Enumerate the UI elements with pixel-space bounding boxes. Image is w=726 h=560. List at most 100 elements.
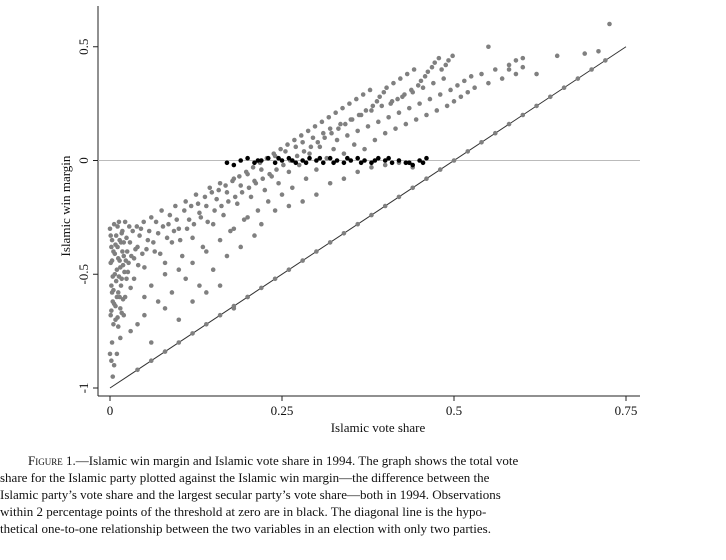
- data-point-black: [341, 160, 347, 166]
- data-point-gray: [603, 58, 608, 63]
- data-point-gray: [272, 208, 278, 213]
- scatter-figure: 0 0.25 0.5 0.75 -1 -0.5 0 0.5 Islamic vote sha…: [58, 6, 640, 435]
- data-point-gray: [216, 187, 222, 193]
- data-point-gray: [124, 249, 130, 254]
- data-point-gray: [200, 244, 206, 250]
- data-point-gray: [312, 124, 318, 129]
- data-point-gray: [245, 215, 250, 220]
- data-point-gray: [468, 74, 474, 79]
- data-point-gray: [128, 328, 133, 334]
- data-point-gray: [109, 358, 114, 364]
- data-point-gray: [144, 246, 149, 252]
- data-point-gray: [115, 290, 121, 295]
- data-point-gray: [424, 176, 429, 181]
- data-point-gray: [182, 208, 187, 213]
- data-point-gray: [231, 226, 237, 232]
- data-point-gray: [209, 190, 215, 195]
- data-point-gray: [293, 144, 299, 150]
- data-point-gray: [176, 267, 182, 273]
- figure-caption: Figure 1.—Islamic win margin and Islamic…: [0, 452, 726, 537]
- data-point-gray: [217, 312, 223, 318]
- data-point-black: [386, 155, 391, 161]
- data-point-gray: [341, 231, 347, 236]
- data-point-gray: [329, 130, 334, 136]
- data-point-gray: [607, 21, 612, 27]
- data-point-gray: [162, 349, 168, 354]
- data-point-gray: [290, 185, 295, 191]
- data-point-gray: [310, 135, 316, 141]
- data-point-gray: [314, 192, 319, 197]
- data-point-gray: [116, 274, 122, 279]
- data-point-gray: [123, 258, 129, 263]
- data-point-gray: [162, 306, 168, 311]
- data-point-gray: [109, 237, 115, 243]
- data-point-black: [358, 160, 364, 166]
- data-point-black: [424, 155, 429, 161]
- data-point-black: [376, 155, 381, 161]
- x-tick-label: 0: [107, 403, 114, 418]
- data-point-gray: [345, 133, 350, 138]
- data-point-gray: [317, 144, 323, 150]
- scatter-plot: 0 0.25 0.5 0.75 -1 -0.5 0 0.5 Islamic vote sha…: [58, 6, 640, 435]
- data-point-gray: [109, 258, 115, 263]
- data-point-black: [355, 155, 360, 161]
- data-point-gray: [153, 219, 159, 225]
- data-point-gray: [135, 367, 140, 373]
- data-point-gray: [109, 290, 115, 295]
- data-point-gray: [228, 228, 233, 234]
- data-point-gray: [267, 171, 272, 177]
- data-point-gray: [112, 251, 118, 257]
- data-point-gray: [324, 155, 330, 161]
- data-point-gray: [492, 130, 498, 136]
- x-tick-label: 0.25: [271, 403, 294, 418]
- data-point-gray: [219, 203, 224, 209]
- data-point-gray: [575, 76, 581, 81]
- data-point-gray: [347, 101, 352, 106]
- data-point-gray: [155, 299, 161, 304]
- one-to-one-line: [109, 46, 627, 389]
- data-point-black: [410, 162, 416, 168]
- data-point-gray: [486, 80, 491, 86]
- data-point-gray: [424, 112, 429, 118]
- data-point-gray: [326, 114, 332, 120]
- data-point-gray: [246, 185, 252, 191]
- data-point-gray: [314, 249, 319, 254]
- data-point-gray: [138, 226, 144, 232]
- data-point-gray: [109, 244, 114, 250]
- data-point-gray: [396, 194, 402, 200]
- data-point-gray: [184, 226, 190, 232]
- data-point-gray: [506, 62, 512, 68]
- data-point-gray: [110, 374, 116, 379]
- data-point-gray: [301, 149, 307, 154]
- data-point-black: [406, 160, 412, 166]
- data-point-gray: [260, 176, 266, 181]
- data-point-gray: [382, 130, 388, 136]
- data-point-gray: [554, 53, 560, 59]
- data-point-gray: [234, 201, 240, 207]
- data-point-gray: [110, 274, 116, 279]
- data-point-gray: [142, 312, 147, 318]
- data-point-gray: [177, 237, 183, 243]
- data-point-gray: [169, 240, 175, 245]
- data-point-gray: [204, 290, 209, 295]
- data-point-gray: [152, 249, 158, 254]
- data-point-black: [276, 155, 281, 161]
- data-point-black: [224, 160, 230, 166]
- data-point-gray: [436, 55, 442, 61]
- data-point-gray: [386, 114, 391, 120]
- data-point-gray: [151, 240, 156, 245]
- data-point-gray: [513, 71, 519, 77]
- data-point-black: [290, 158, 295, 163]
- data-point-gray: [250, 165, 256, 170]
- data-point-gray: [561, 85, 567, 90]
- data-point-gray: [422, 74, 428, 79]
- data-point-gray: [159, 208, 164, 213]
- data-point-gray: [479, 71, 484, 77]
- data-point-gray: [111, 322, 116, 327]
- data-point-gray: [355, 128, 360, 134]
- data-point-black: [396, 158, 402, 163]
- data-point-gray: [379, 103, 385, 109]
- data-point-gray: [259, 221, 264, 227]
- data-point-gray: [162, 271, 168, 277]
- data-point-gray: [369, 165, 374, 170]
